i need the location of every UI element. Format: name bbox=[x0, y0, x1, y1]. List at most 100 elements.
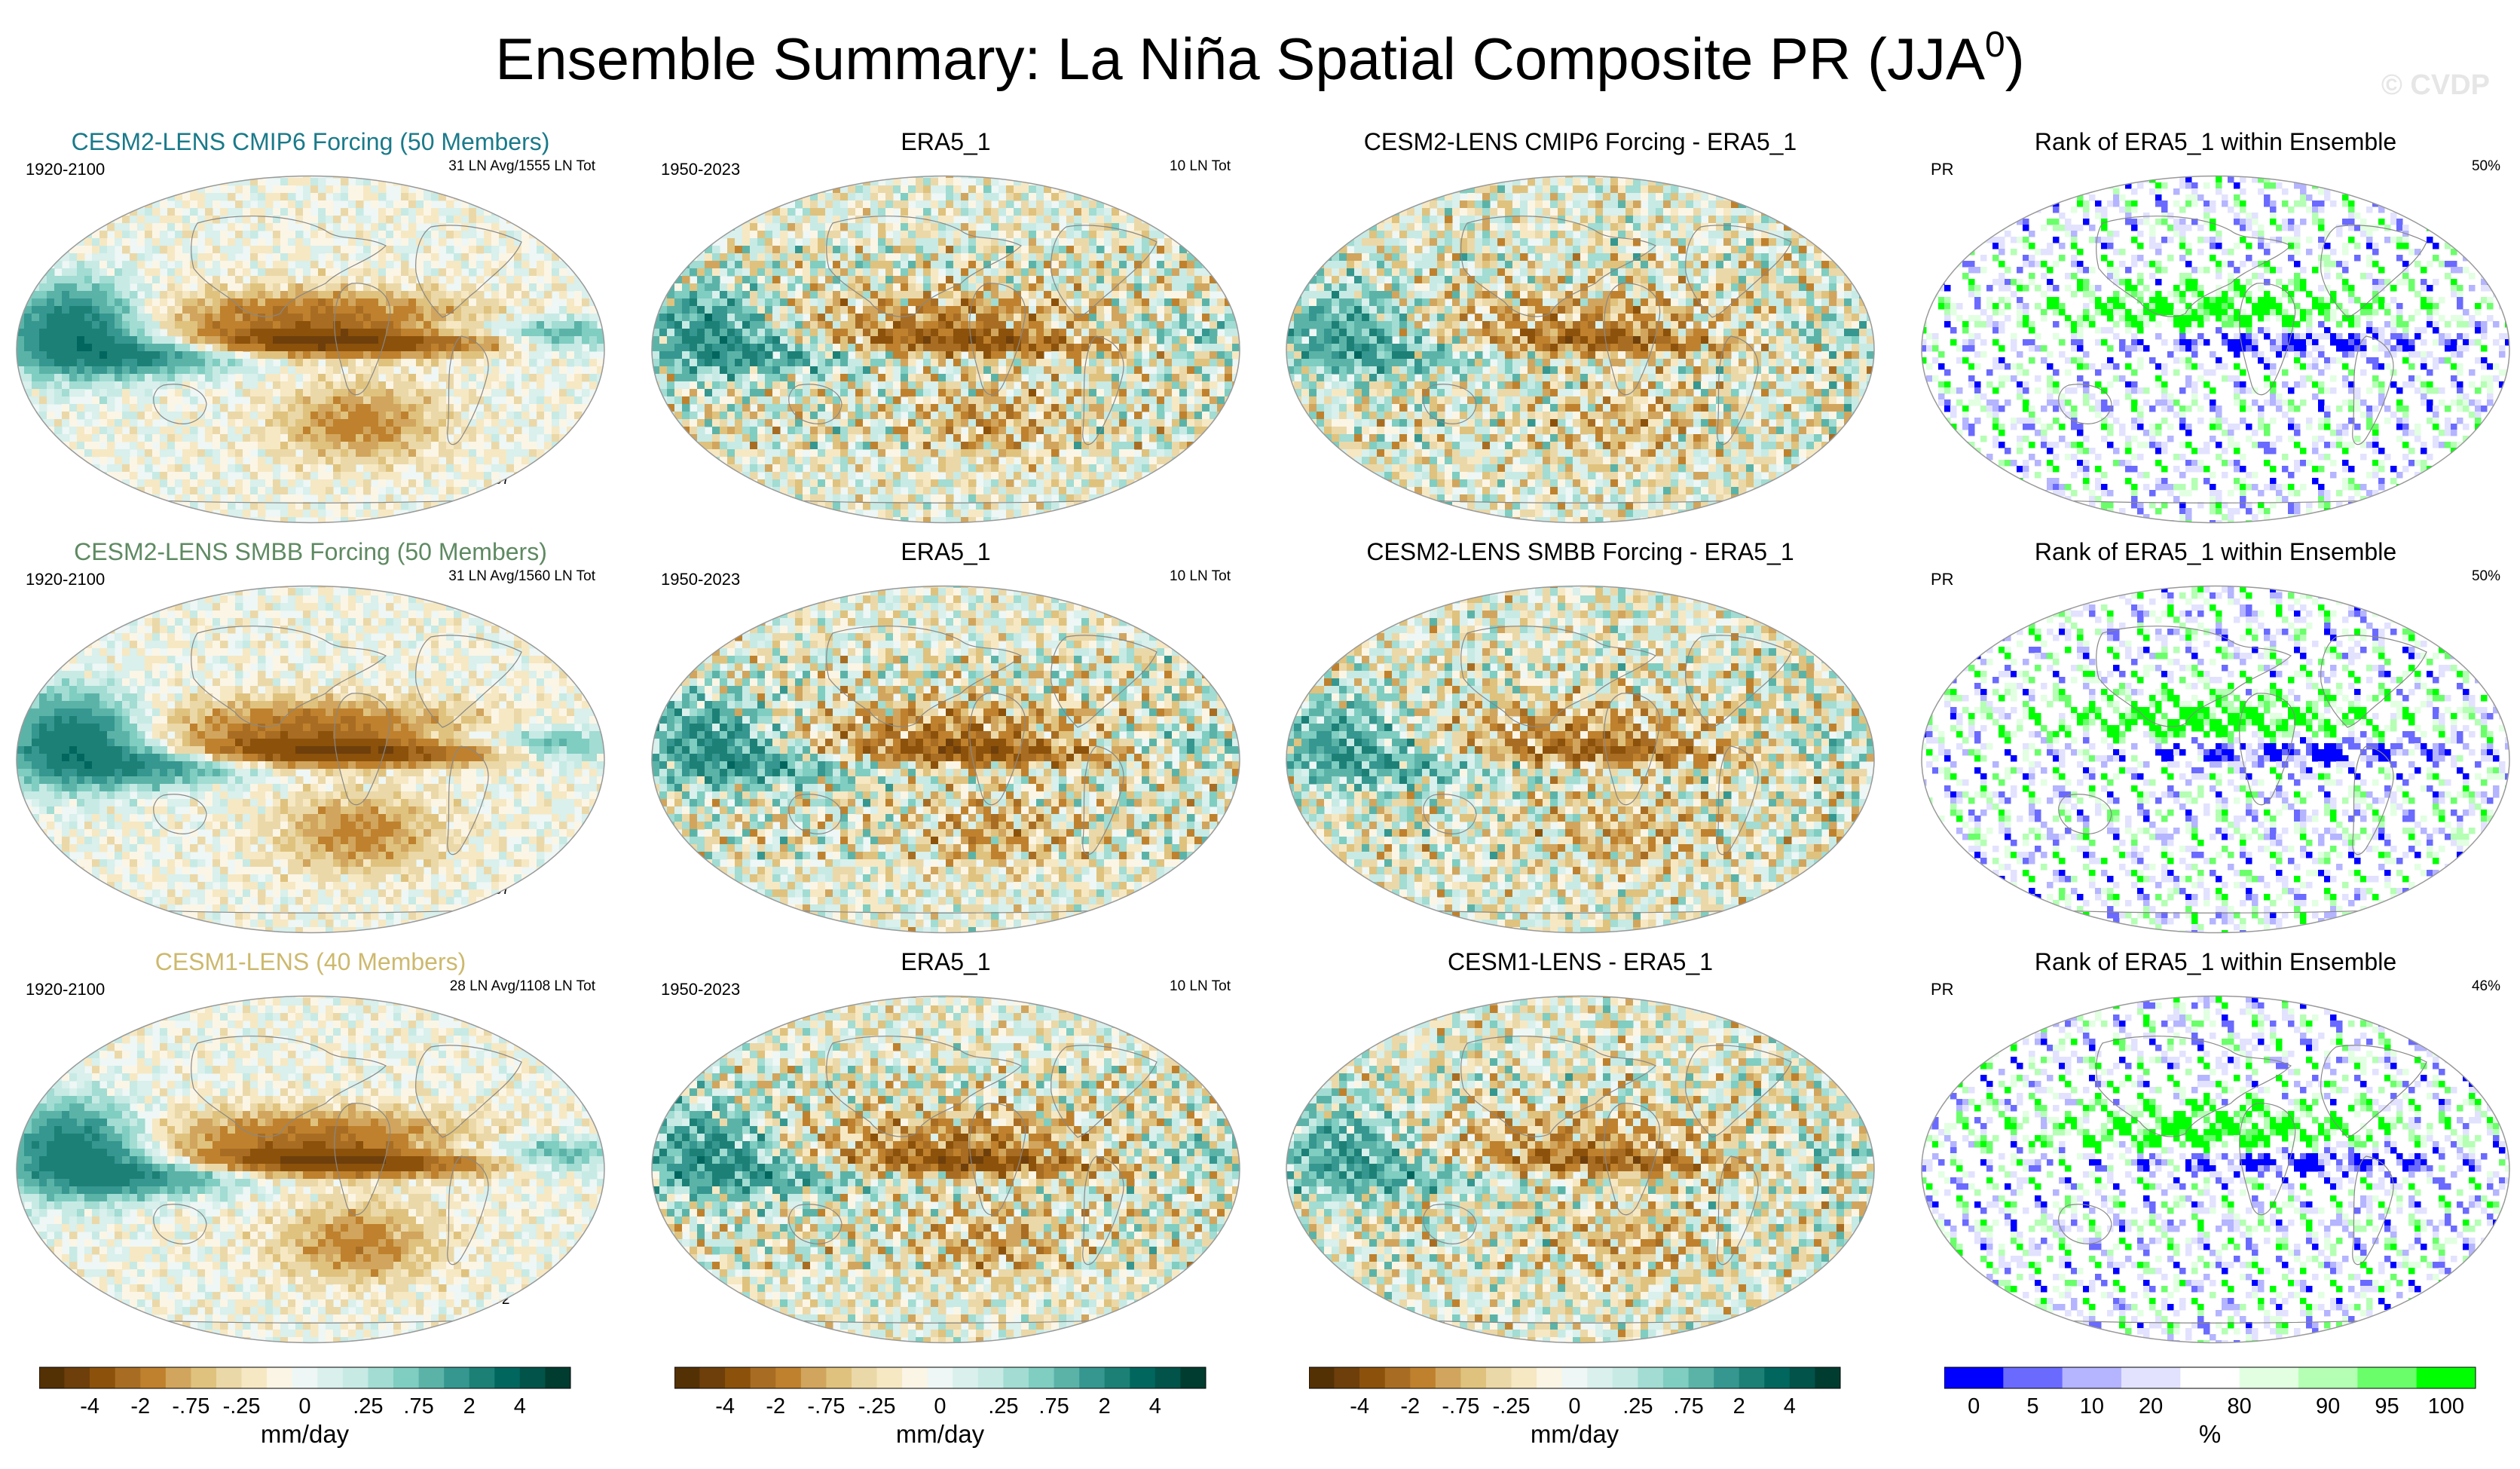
coastline bbox=[788, 384, 843, 424]
coastline bbox=[1685, 225, 1792, 318]
colorbar-swatch bbox=[418, 1367, 445, 1388]
colorbar-tick-label: 20 bbox=[2139, 1394, 2163, 1419]
coastline bbox=[334, 1103, 391, 1216]
panel-count: 28 LN Avg/1108 LN Tot bbox=[450, 978, 595, 995]
colorbar-tick-label: .25 bbox=[1622, 1394, 1653, 1419]
colorbar-swatch bbox=[1587, 1367, 1613, 1388]
colorbar-swatch bbox=[2121, 1367, 2181, 1388]
colorbar-unit-label: mm/day bbox=[674, 1420, 1206, 1449]
colorbar-tick-label: .25 bbox=[353, 1394, 383, 1419]
map-panel: CESM2-LENS CMIP6 Forcing (50 Members) 192… bbox=[9, 127, 612, 526]
colorbar-swatch bbox=[216, 1367, 242, 1388]
colorbar-swatch bbox=[267, 1367, 293, 1388]
map-panel: CESM1-LENS - ERA5_1 bbox=[1279, 947, 1882, 1346]
panel-count: 46% bbox=[2472, 978, 2500, 995]
colorbar-swatch bbox=[1944, 1367, 2004, 1388]
colorbar: 0 5 10 20 80 90 95 100% bbox=[1944, 1366, 2517, 1449]
coastline bbox=[334, 283, 391, 396]
map-panel: Rank of ERA5_1 within Ensemble PR 50% bbox=[1914, 127, 2517, 526]
panel-period: 1920-2100 bbox=[26, 160, 105, 179]
colorbar-swatch bbox=[775, 1367, 802, 1388]
panel-title: ERA5_1 bbox=[644, 127, 1247, 157]
colorbar-swatch bbox=[2062, 1367, 2122, 1388]
map-panel: CESM1-LENS (40 Members) 1920-2100 28 LN Av… bbox=[9, 947, 612, 1346]
map-outline bbox=[1921, 585, 2510, 934]
coastline bbox=[2320, 635, 2427, 728]
panel-title: CESM2-LENS CMIP6 Forcing (50 Members) bbox=[9, 127, 612, 157]
coastline bbox=[447, 745, 489, 855]
map-panel: CESM2-LENS SMBB Forcing (50 Members) 1920… bbox=[9, 537, 612, 936]
colorbar-swatch bbox=[1130, 1367, 1156, 1388]
colorbar-tick-label: 80 bbox=[2228, 1394, 2252, 1419]
coastline bbox=[2058, 794, 2112, 834]
coastline bbox=[191, 216, 387, 317]
panel-count: 50% bbox=[2472, 568, 2500, 585]
colorbar-swatch bbox=[191, 1367, 217, 1388]
precip-map bbox=[1286, 995, 1875, 1344]
colorbar-tick-label: 5 bbox=[2026, 1394, 2038, 1419]
coastline bbox=[2058, 1204, 2112, 1244]
colorbar-swatch bbox=[1638, 1367, 1664, 1388]
panel-period: PR bbox=[1931, 980, 1954, 999]
coastline bbox=[969, 1103, 1026, 1216]
colorbar-swatch bbox=[545, 1367, 571, 1388]
map-panel: Rank of ERA5_1 within Ensemble PR 46% bbox=[1914, 947, 2517, 1346]
colorbar-swatch bbox=[750, 1367, 776, 1388]
map-outline bbox=[1286, 175, 1875, 524]
coastline bbox=[1685, 635, 1792, 728]
colorbar-swatches: 0 5 10 20 80 90 95 100 bbox=[1944, 1366, 2476, 1419]
coastline bbox=[1051, 635, 1158, 728]
coastline bbox=[2352, 1155, 2394, 1265]
precip-map bbox=[16, 585, 605, 934]
coastline bbox=[2096, 626, 2292, 727]
colorbar-swatch bbox=[64, 1367, 90, 1388]
panel-count: 10 LN Tot bbox=[1170, 978, 1231, 995]
panel-title: Rank of ERA5_1 within Ensemble bbox=[1914, 127, 2517, 157]
panel-title: CESM2-LENS SMBB Forcing (50 Members) bbox=[9, 537, 612, 567]
colorbar-swatch bbox=[1537, 1367, 1563, 1388]
coastline bbox=[788, 1204, 843, 1244]
colorbar-tick-label: 100 bbox=[2428, 1394, 2464, 1419]
colorbar-swatch bbox=[1054, 1367, 1080, 1388]
colorbar-swatch bbox=[725, 1367, 751, 1388]
colorbar-swatch bbox=[342, 1367, 369, 1388]
rank-map bbox=[1921, 995, 2510, 1344]
coastline bbox=[826, 216, 1023, 317]
coastline bbox=[447, 335, 489, 445]
coastline bbox=[153, 794, 207, 834]
map-outline bbox=[16, 995, 605, 1344]
coastline bbox=[826, 1036, 1023, 1137]
map-outline bbox=[1921, 995, 2510, 1344]
colorbar-tick-label: 95 bbox=[2375, 1394, 2399, 1419]
coastline bbox=[2058, 384, 2112, 424]
map-panel: Rank of ERA5_1 within Ensemble PR 50% bbox=[1914, 537, 2517, 936]
panel-count: 10 LN Tot bbox=[1170, 158, 1231, 175]
colorbar-tick-label: -.25 bbox=[858, 1394, 896, 1419]
panel-title: CESM2-LENS CMIP6 Forcing - ERA5_1 bbox=[1279, 127, 1882, 157]
colorbar-swatch bbox=[1079, 1367, 1106, 1388]
coastline bbox=[2096, 216, 2292, 317]
map-panel: ERA5_1 1950-2023 10 LN Tot bbox=[644, 947, 1247, 1346]
coastline bbox=[969, 693, 1026, 806]
coastline bbox=[2239, 693, 2296, 806]
coastline bbox=[1423, 384, 1477, 424]
colorbar-swatch bbox=[1815, 1367, 1841, 1388]
colorbar-tick-label: .75 bbox=[403, 1394, 433, 1419]
map-panel: ERA5_1 1950-2023 10 LN Tot bbox=[644, 127, 1247, 526]
colorbar-tick-label: 10 bbox=[2080, 1394, 2104, 1419]
colorbar-swatch bbox=[115, 1367, 141, 1388]
coastline bbox=[1604, 283, 1661, 396]
coastline bbox=[2320, 1045, 2427, 1138]
colorbar-swatch bbox=[1460, 1367, 1487, 1388]
coastline bbox=[191, 626, 387, 727]
colorbar-tick-label: -2 bbox=[130, 1394, 150, 1419]
map-panel: CESM2-LENS CMIP6 Forcing - ERA5_1 bbox=[1279, 127, 1882, 526]
cvdp-watermark: © CVDP bbox=[2381, 69, 2490, 102]
coastline bbox=[415, 635, 522, 728]
precip-map bbox=[651, 585, 1240, 934]
coastline bbox=[415, 1045, 522, 1138]
colorbar-swatch bbox=[469, 1367, 495, 1388]
panel-title: ERA5_1 bbox=[644, 537, 1247, 567]
coastline bbox=[2352, 745, 2394, 855]
coastline bbox=[1082, 335, 1124, 445]
